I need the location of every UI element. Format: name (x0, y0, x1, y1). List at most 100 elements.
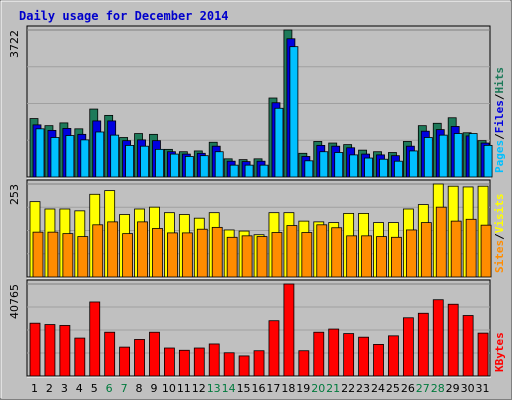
bar-kbytes-25 (388, 335, 399, 377)
bar-sites-28 (435, 206, 447, 278)
bar-kbytes-5 (89, 301, 101, 377)
bar-kbytes-7 (119, 346, 131, 377)
bar-pages-23 (364, 157, 373, 178)
bar-sites-6 (107, 221, 119, 278)
x-label-day-19: 19 (296, 382, 310, 395)
bar-sites-26 (405, 229, 417, 278)
bar-pages-28 (438, 134, 448, 178)
bar-kbytes-24 (373, 344, 384, 377)
bar-pages-14 (229, 164, 239, 178)
bar-pages-2 (50, 137, 60, 178)
bar-pages-17 (274, 107, 284, 178)
x-label-day-14: 14 (222, 382, 236, 395)
bar-kbytes-27 (417, 312, 429, 377)
bar-pages-6 (110, 134, 120, 178)
bar-sites-24 (376, 236, 387, 278)
bar-pages-30 (468, 133, 478, 178)
x-label-day-23: 23 (356, 382, 370, 395)
bar-kbytes-6 (104, 331, 116, 377)
bar-pages-25 (394, 160, 403, 178)
bar-kbytes-22 (343, 333, 355, 377)
bar-kbytes-26 (402, 317, 414, 377)
bar-sites-29 (450, 220, 462, 278)
bar-kbytes-13 (208, 343, 220, 377)
x-label-day-26: 26 (401, 382, 415, 395)
legend-visits: Visits (493, 194, 506, 234)
bar-sites-31 (480, 224, 492, 278)
bar-sites-25 (391, 236, 402, 278)
bar-sites-4 (77, 236, 89, 278)
bar-pages-9 (155, 148, 164, 178)
bar-sites-22 (346, 235, 358, 278)
bar-pages-11 (184, 156, 194, 178)
bar-pages-24 (379, 158, 388, 178)
x-label-day-17: 17 (266, 382, 280, 395)
bar-sites-16 (256, 236, 268, 278)
bar-pages-12 (199, 155, 209, 178)
bar-sites-11 (181, 232, 193, 278)
x-label-day-22: 22 (341, 382, 355, 395)
bar-kbytes-8 (134, 339, 145, 377)
bar-sites-23 (361, 235, 372, 278)
bar-sites-12 (196, 228, 208, 278)
bar-sites-5 (92, 224, 104, 278)
legend-files: Files (493, 100, 506, 133)
bar-sites-27 (420, 222, 432, 278)
x-label-day-1: 1 (31, 382, 38, 395)
bar-kbytes-9 (149, 331, 160, 377)
x-label-day-12: 12 (192, 382, 206, 395)
bar-pages-29 (453, 133, 463, 178)
bar-sites-8 (137, 221, 148, 278)
ymax-label-kbytes: 40765 (8, 284, 21, 319)
x-label-day-5: 5 (91, 382, 98, 395)
bar-sites-17 (271, 232, 283, 278)
bar-pages-16 (259, 164, 269, 178)
bar-sites-2 (47, 231, 59, 278)
bar-sites-20 (316, 224, 328, 278)
bar-kbytes-23 (358, 336, 369, 377)
x-label-day-25: 25 (386, 382, 400, 395)
side-legend-kbytes: KBytes (493, 332, 506, 372)
bar-kbytes-4 (74, 337, 86, 377)
side-legend-hits: Pages/Files/Hits (493, 67, 506, 173)
bar-kbytes-29 (447, 303, 459, 377)
x-label-day-11: 11 (177, 382, 191, 395)
legend-pages: Pages (493, 140, 506, 173)
bar-kbytes-10 (164, 347, 175, 377)
bar-sites-10 (167, 232, 178, 278)
bar-kbytes-17 (268, 320, 280, 377)
panel-visits: 253 Sites/Visits (8, 179, 506, 279)
legend-kbytes: KBytes (493, 332, 506, 372)
x-label-day-21: 21 (326, 382, 340, 395)
legend-slash: / (493, 93, 506, 100)
bar-pages-5 (95, 131, 105, 178)
bar-sites-7 (122, 233, 134, 278)
bar-pages-1 (35, 128, 45, 178)
bar-kbytes-12 (193, 347, 205, 377)
legend-slash: / (493, 233, 506, 240)
x-label-day-4: 4 (76, 382, 83, 395)
bar-kbytes-14 (223, 352, 235, 377)
x-label-day-29: 29 (446, 382, 460, 395)
bar-sites-15 (241, 235, 253, 278)
x-label-day-9: 9 (150, 382, 157, 395)
legend-slash: / (493, 133, 506, 140)
x-label-day-2: 2 (46, 382, 53, 395)
bar-sites-19 (301, 232, 313, 278)
x-label-day-18: 18 (281, 382, 295, 395)
x-label-day-3: 3 (61, 382, 68, 395)
bar-sites-21 (331, 227, 343, 278)
bar-kbytes-2 (44, 324, 56, 377)
x-label-day-28: 28 (431, 382, 445, 395)
legend-hits: Hits (493, 67, 506, 94)
x-label-day-8: 8 (136, 382, 143, 395)
bar-pages-27 (423, 137, 433, 178)
bar-sites-14 (226, 236, 238, 278)
bar-kbytes-1 (29, 322, 41, 377)
bar-sites-9 (152, 228, 163, 278)
bar-pages-4 (80, 139, 90, 178)
bar-pages-26 (408, 150, 418, 178)
x-label-day-13: 13 (207, 382, 221, 395)
